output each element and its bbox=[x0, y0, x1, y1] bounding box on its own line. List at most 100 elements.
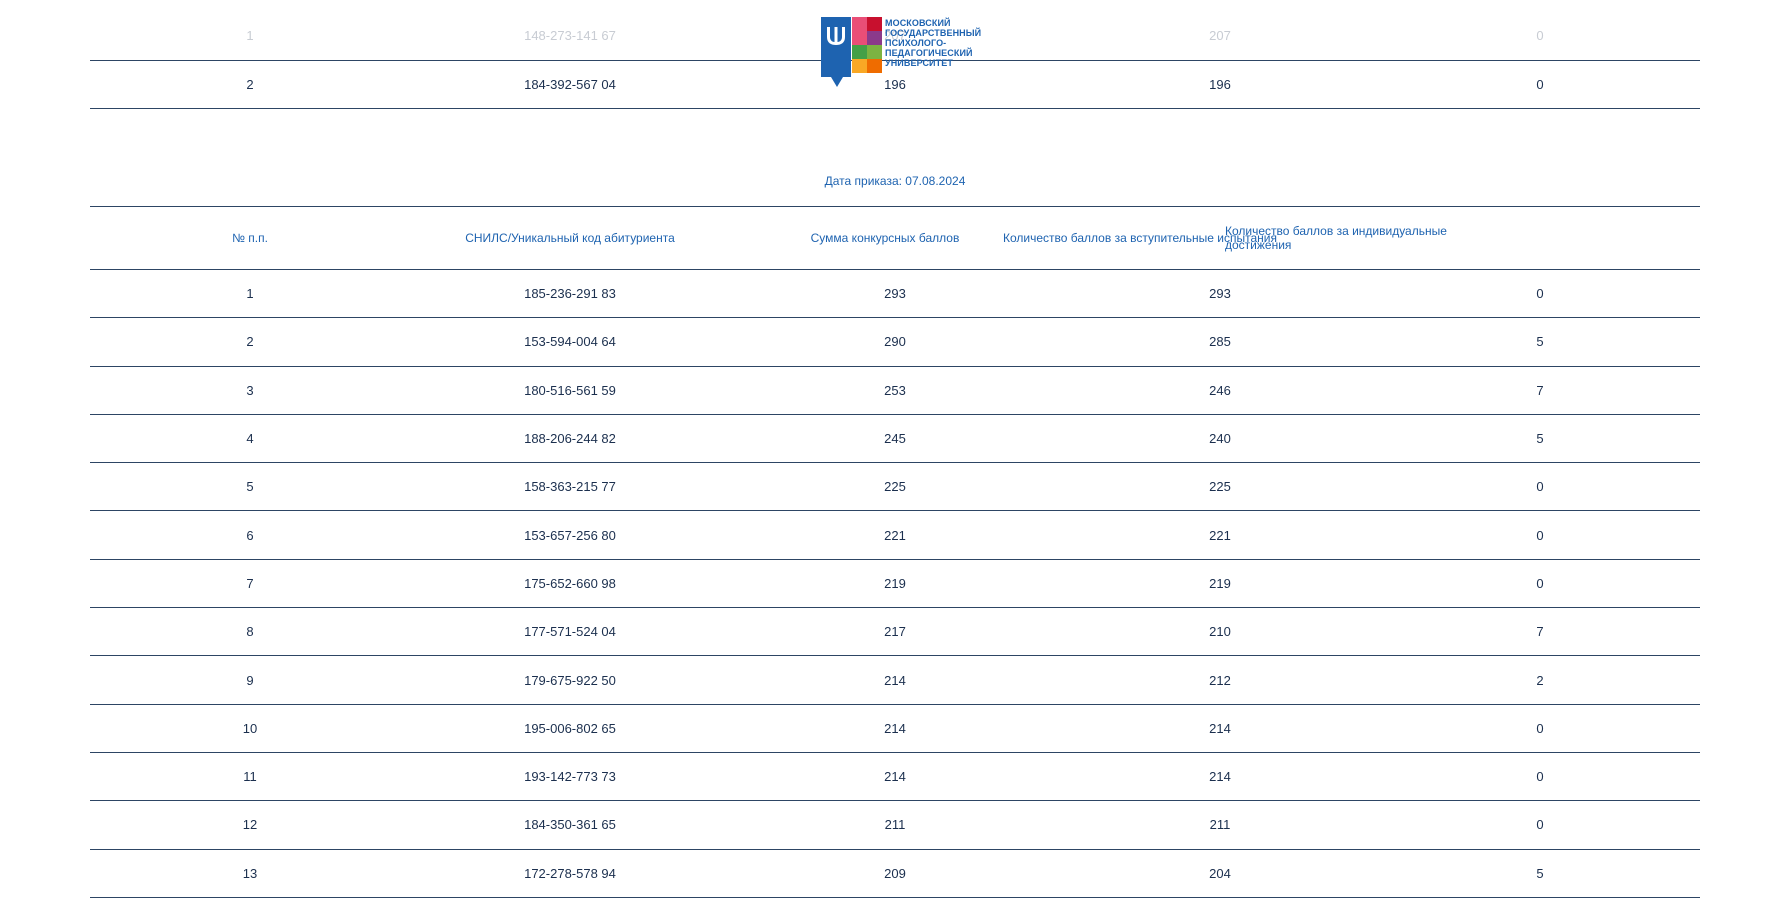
table-row: 1 148-273-141 67 207 207 0 bbox=[90, 12, 1700, 61]
individual-score-cell: 7 bbox=[1536, 624, 1544, 640]
header-snils: СНИЛС/Уникальный код абитуриента bbox=[410, 207, 730, 270]
exam-score-cell: 212 bbox=[1209, 672, 1231, 688]
row-number: 10 bbox=[242, 720, 258, 736]
snils-cell: 172-278-578 94 bbox=[524, 865, 616, 881]
snils-cell: 193-142-773 73 bbox=[524, 769, 616, 785]
snils-cell: 153-657-256 80 bbox=[524, 527, 616, 543]
row-number: 1 bbox=[90, 12, 410, 61]
table-row: 3 180-516-561 59 253 246 7 bbox=[90, 366, 1700, 415]
exam-score-cell: 207 bbox=[1060, 12, 1380, 61]
header-individual-score: Количество баллов за индивидуальные дост… bbox=[1225, 207, 1700, 270]
table-row: 5 158-363-215 77 225 225 0 bbox=[90, 463, 1700, 511]
exam-score-cell: 204 bbox=[1209, 865, 1231, 881]
table-row: 7 175-652-660 98 219 219 0 bbox=[90, 559, 1700, 608]
total-score-cell: 214 bbox=[884, 720, 906, 736]
total-score-cell: 214 bbox=[884, 672, 906, 688]
individual-score-cell: 0 bbox=[1380, 12, 1700, 61]
total-score-cell: 293 bbox=[884, 286, 906, 302]
exam-score-cell: 225 bbox=[1209, 479, 1231, 495]
snils-cell: 179-675-922 50 bbox=[524, 672, 616, 688]
snils-cell: 158-363-215 77 bbox=[524, 479, 616, 495]
total-score-cell: 253 bbox=[884, 382, 906, 398]
ranking-table: № п.п. СНИЛС/Уникальный код абитуриента … bbox=[90, 206, 1700, 898]
exam-score-cell: 214 bbox=[1209, 720, 1231, 736]
logo-line: ПЕДАГОГИЧЕСКИЙ bbox=[885, 48, 973, 58]
table-row: 13 172-278-578 94 209 204 5 bbox=[90, 849, 1700, 898]
table-row: 12 184-350-361 65 211 211 0 bbox=[90, 801, 1700, 850]
individual-score-cell: 0 bbox=[1536, 720, 1544, 736]
total-score-cell: 196 bbox=[730, 60, 1060, 109]
row-number: 7 bbox=[246, 575, 254, 591]
university-emblem-icon bbox=[821, 17, 882, 87]
row-number: 5 bbox=[246, 479, 254, 495]
total-score-cell: 211 bbox=[884, 817, 906, 833]
individual-score-cell: 0 bbox=[1536, 286, 1544, 302]
university-logo: МОСКОВСКИЙ ГОСУДАРСТВЕННЫЙ ПСИХОЛОГО- ПЕ… bbox=[821, 17, 991, 89]
total-score-cell: 219 bbox=[884, 575, 906, 591]
header-total-score-label: Сумма конкурсных баллов bbox=[810, 231, 960, 245]
row-number: 1 bbox=[246, 286, 254, 302]
logo-line: МОСКОВСКИЙ bbox=[885, 18, 951, 28]
snils-cell: 175-652-660 98 bbox=[524, 575, 616, 591]
row-number: 2 bbox=[246, 334, 254, 350]
total-score-cell: 221 bbox=[884, 527, 906, 543]
university-name: МОСКОВСКИЙ ГОСУДАРСТВЕННЫЙ ПСИХОЛОГО- ПЕ… bbox=[885, 18, 995, 68]
row-number: 2 bbox=[90, 60, 410, 109]
table-row: 8 177-571-524 04 217 210 7 bbox=[90, 608, 1700, 656]
total-score-cell: 290 bbox=[884, 334, 906, 350]
logo-line: ГОСУДАРСТВЕННЫЙ bbox=[885, 28, 982, 38]
snils-cell: 184-392-567 04 bbox=[410, 60, 730, 109]
table-row: 9 179-675-922 50 214 212 2 bbox=[90, 656, 1700, 705]
header-exam-score-label: Количество баллов за вступительные испыт… bbox=[1003, 231, 1277, 245]
table-row: 11 193-142-773 73 214 214 0 bbox=[90, 752, 1700, 801]
exam-score-cell: 240 bbox=[1209, 431, 1231, 447]
exam-score-cell: 196 bbox=[1060, 60, 1380, 109]
exam-score-cell: 285 bbox=[1209, 334, 1231, 350]
header-exam-score: Количество баллов за вступительные испыт… bbox=[1003, 207, 1380, 270]
row-number: 13 bbox=[242, 865, 258, 881]
snils-cell: 185-236-291 83 bbox=[524, 286, 616, 302]
total-score-cell: 225 bbox=[884, 479, 906, 495]
exam-score-cell: 219 bbox=[1209, 575, 1231, 591]
exam-score-cell: 210 bbox=[1209, 624, 1231, 640]
row-number: 9 bbox=[246, 672, 254, 688]
individual-score-cell: 5 bbox=[1536, 334, 1544, 350]
individual-score-cell: 0 bbox=[1536, 817, 1544, 833]
logo-line: ПСИХОЛОГО- bbox=[885, 38, 947, 48]
individual-score-cell: 0 bbox=[1536, 479, 1544, 495]
individual-score-cell: 0 bbox=[1536, 527, 1544, 543]
individual-score-cell: 2 bbox=[1536, 672, 1544, 688]
order-date: Дата приказа: 07.08.2024 bbox=[824, 174, 966, 188]
row-number: 12 bbox=[242, 817, 258, 833]
previous-ranking-table: 1 148-273-141 67 207 207 0 2 184-392-567… bbox=[90, 12, 1700, 109]
total-score-cell: 214 bbox=[884, 769, 906, 785]
table-row: 2 184-392-567 04 196 196 0 bbox=[90, 60, 1700, 109]
individual-score-cell: 5 bbox=[1536, 865, 1544, 881]
header-individual-score-label: Количество баллов за индивидуальные дост… bbox=[1225, 224, 1447, 252]
table-row: 6 153-657-256 80 221 221 0 bbox=[90, 511, 1700, 560]
header-number: № п.п. bbox=[232, 231, 268, 245]
individual-score-cell: 0 bbox=[1536, 769, 1544, 785]
total-score-cell: 209 bbox=[884, 865, 906, 881]
row-number: 4 bbox=[246, 431, 254, 447]
table-row: 1 185-236-291 83 293 293 0 bbox=[90, 270, 1700, 318]
individual-score-cell: 0 bbox=[1380, 60, 1700, 109]
snils-cell: 188-206-244 82 bbox=[524, 431, 616, 447]
header-total-score: Сумма конкурсных баллов bbox=[730, 207, 1060, 270]
table-header-row: № п.п. СНИЛС/Уникальный код абитуриента … bbox=[90, 206, 1700, 270]
snils-cell: 177-571-524 04 bbox=[524, 624, 616, 640]
total-score-cell: 217 bbox=[884, 624, 906, 640]
exam-score-cell: 211 bbox=[1209, 817, 1231, 833]
snils-cell: 184-350-361 65 bbox=[524, 817, 616, 833]
table-row: 2 153-594-004 64 290 285 5 bbox=[90, 318, 1700, 367]
snils-cell: 195-006-802 65 bbox=[524, 720, 616, 736]
header-snils-label: СНИЛС/Уникальный код абитуриента bbox=[465, 231, 675, 245]
table-row: 4 188-206-244 82 245 240 5 bbox=[90, 414, 1700, 463]
total-score-cell: 245 bbox=[884, 431, 906, 447]
total-score-cell: 207 bbox=[730, 12, 1060, 61]
exam-score-cell: 221 bbox=[1209, 527, 1231, 543]
row-number: 8 bbox=[246, 624, 254, 640]
exam-score-cell: 214 bbox=[1209, 769, 1231, 785]
snils-cell: 148-273-141 67 bbox=[410, 12, 730, 61]
exam-score-cell: 246 bbox=[1209, 382, 1231, 398]
